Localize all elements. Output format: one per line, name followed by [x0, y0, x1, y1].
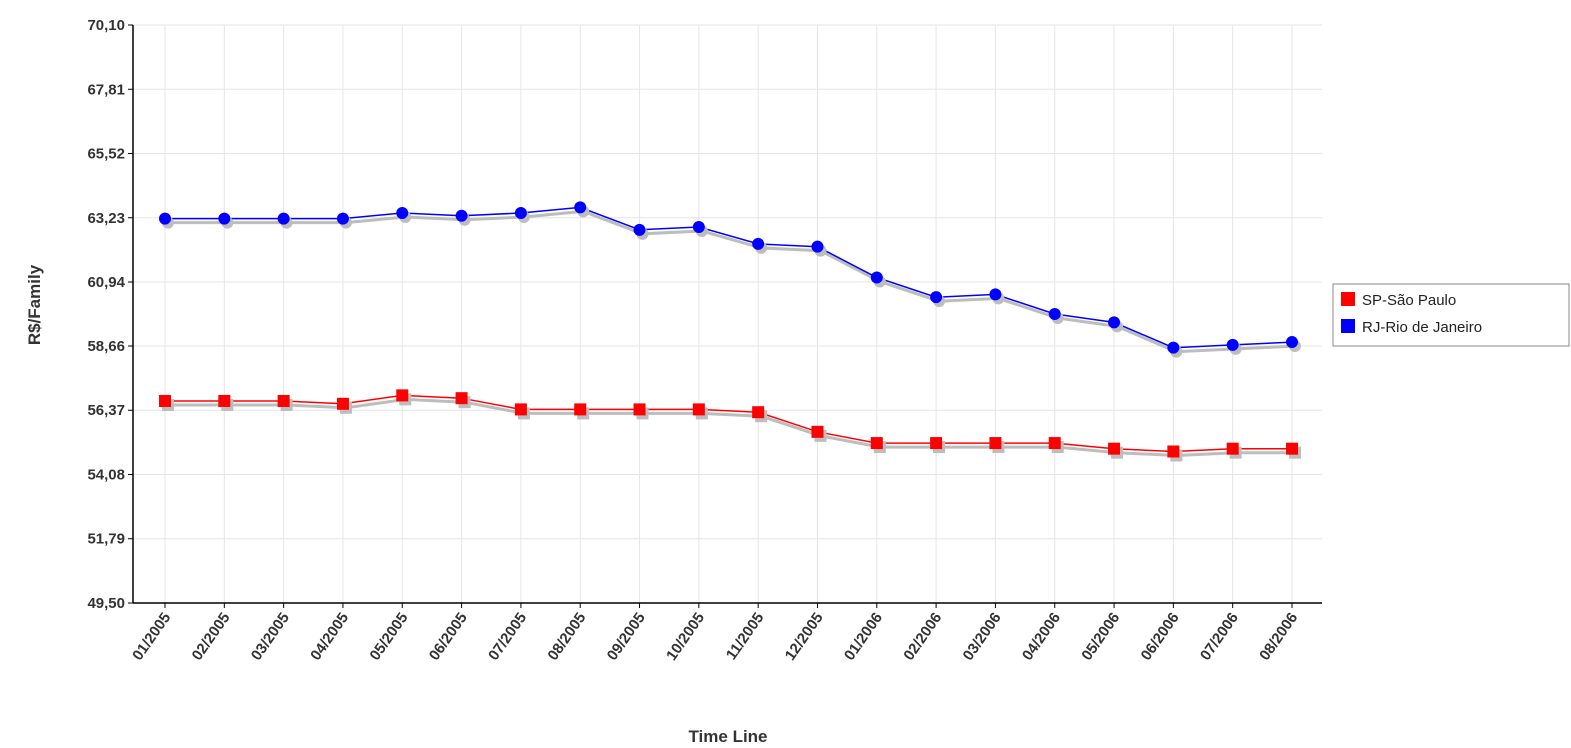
series-shadow: [168, 397, 1295, 458]
data-point: [752, 406, 765, 419]
y-axis-title: R$/Family: [25, 264, 44, 345]
data-point: [159, 212, 171, 225]
grid-lines: [133, 24, 1322, 603]
y-tick-label: 54,08: [87, 466, 125, 483]
data-point: [1108, 442, 1121, 455]
legend-label-sp: SP-São Paulo: [1362, 292, 1456, 309]
data-point: [336, 397, 349, 410]
data-point: [870, 437, 883, 450]
series-layer: [159, 201, 1301, 462]
data-point: [1226, 338, 1239, 351]
data-point: [633, 403, 646, 416]
x-tick-label: 01/2005: [129, 610, 174, 664]
y-tick-label: 56,37: [87, 402, 125, 419]
data-point: [1226, 442, 1239, 455]
data-point: [1167, 445, 1180, 458]
data-point: [692, 403, 705, 416]
x-tick-label: 08/2006: [1256, 610, 1301, 664]
series-shadow: [168, 209, 1296, 354]
data-point: [396, 389, 409, 402]
legend: SP-São Paulo RJ-Rio de Janeiro: [1332, 283, 1570, 347]
data-point: [574, 403, 587, 416]
data-point: [811, 240, 824, 253]
x-tick-label: 10/2005: [663, 610, 708, 664]
data-point: [633, 223, 646, 236]
data-point: [1286, 442, 1298, 455]
data-point: [514, 403, 527, 416]
data-point: [989, 437, 1002, 450]
y-tick-label: 51,79: [87, 531, 125, 548]
data-point: [811, 425, 824, 438]
x-tick-label: 07/2006: [1197, 610, 1242, 664]
legend-swatch-rj: [1341, 319, 1355, 333]
data-point: [159, 394, 171, 407]
data-point: [1167, 341, 1180, 354]
data-point: [336, 212, 349, 225]
y-tick-label: 70,10: [87, 17, 125, 34]
data-point: [989, 288, 1002, 301]
data-point: [930, 437, 943, 450]
x-tick-label: 03/2006: [960, 610, 1005, 664]
data-point: [752, 237, 765, 250]
series-sp: [159, 389, 1301, 462]
y-tick-label: 65,52: [87, 146, 125, 163]
data-point: [218, 394, 231, 407]
data-point: [514, 206, 527, 219]
data-point: [930, 291, 943, 304]
data-point: [277, 394, 290, 407]
x-tick-label: 11/2005: [723, 610, 768, 663]
y-tick-labels: 49,50 51,79 54,08 56,37 58,66 60,94 63,23 65,52…: [87, 17, 133, 612]
y-tick-label: 67,81: [87, 81, 125, 98]
x-tick-label: 05/2005: [367, 610, 412, 664]
y-tick-label: 58,66: [87, 338, 125, 355]
data-point: [455, 209, 468, 222]
y-tick-label: 49,50: [87, 595, 125, 612]
data-point: [277, 212, 290, 225]
data-point: [692, 221, 705, 234]
x-tick-label: 02/2006: [900, 610, 945, 664]
x-tick-label: 03/2005: [248, 610, 293, 664]
x-tick-label: 05/2006: [1078, 610, 1123, 664]
data-point: [574, 201, 587, 214]
data-point: [870, 271, 883, 284]
series-line: [165, 394, 1292, 453]
x-tick-labels: 01/2005 02/2005 03/2005 04/2005 05/2005 06/20…: [129, 603, 1301, 664]
legend-label-rj: RJ-Rio de Janeiro: [1362, 319, 1482, 336]
x-tick-label: 09/2005: [604, 610, 649, 664]
x-tick-label: 12/2005: [782, 610, 827, 664]
data-point: [1048, 308, 1061, 320]
legend-box: [1332, 283, 1570, 347]
x-axis-title: Time Line: [688, 727, 767, 746]
y-tick-label: 63,23: [87, 210, 125, 227]
x-tick-label: 04/2005: [307, 610, 352, 664]
data-point: [396, 206, 409, 219]
x-tick-label: 06/2006: [1138, 610, 1183, 664]
axes: [132, 25, 1322, 604]
data-point: [455, 392, 468, 405]
x-tick-label: 07/2005: [485, 610, 530, 664]
y-tick-label: 60,94: [87, 274, 125, 291]
x-tick-label: 04/2006: [1019, 610, 1064, 664]
series-line: [165, 206, 1293, 349]
x-tick-label: 01/2006: [841, 610, 886, 664]
x-tick-label: 02/2005: [189, 610, 234, 664]
legend-swatch-sp: [1341, 292, 1355, 306]
data-point: [218, 212, 231, 225]
x-tick-label: 06/2005: [426, 610, 471, 664]
data-point: [1286, 336, 1298, 349]
series-rj: [159, 201, 1301, 358]
data-point: [1048, 437, 1061, 450]
x-tick-label: 08/2005: [544, 610, 589, 664]
data-point: [1108, 316, 1121, 329]
